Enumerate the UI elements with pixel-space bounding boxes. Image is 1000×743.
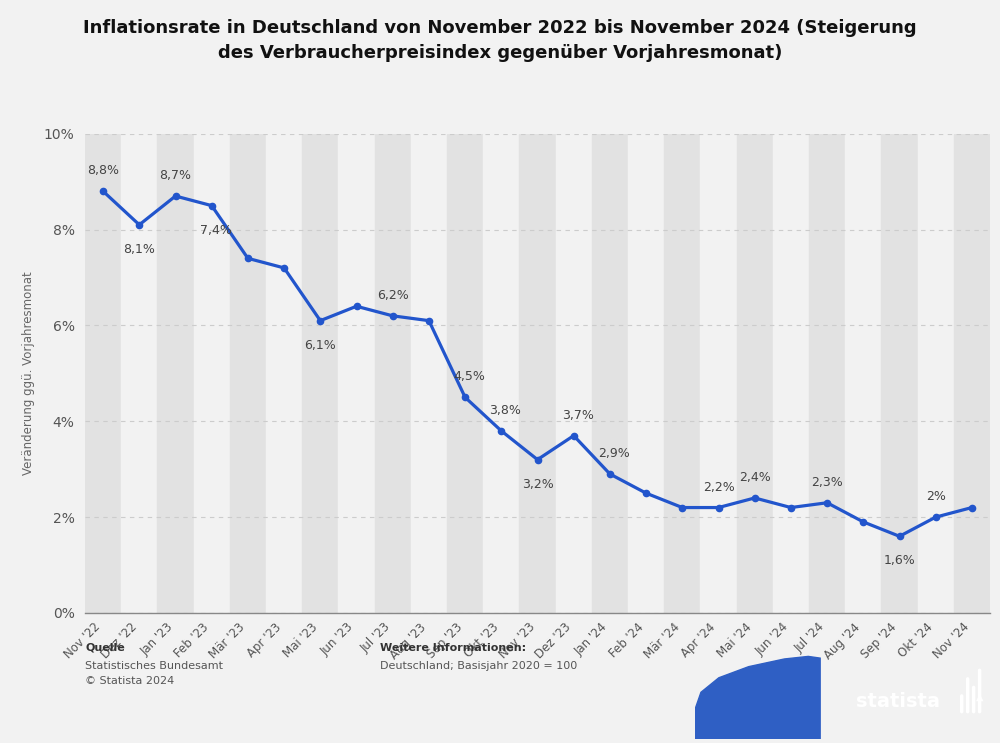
Bar bbox=[483, 134, 519, 613]
Text: Deutschland; Basisjahr 2020 = 100: Deutschland; Basisjahr 2020 = 100 bbox=[380, 661, 577, 671]
Bar bbox=[338, 134, 375, 613]
Text: Weitere Informationen:: Weitere Informationen: bbox=[380, 643, 526, 652]
Text: 2%: 2% bbox=[926, 490, 946, 503]
Bar bbox=[881, 134, 918, 613]
Bar bbox=[302, 134, 338, 613]
Bar bbox=[121, 134, 157, 613]
Text: 8,7%: 8,7% bbox=[160, 169, 192, 182]
Bar bbox=[773, 134, 809, 613]
Text: Quelle: Quelle bbox=[85, 643, 125, 652]
Bar bbox=[375, 134, 411, 613]
Bar bbox=[230, 134, 266, 613]
Text: 2,4%: 2,4% bbox=[739, 471, 771, 484]
Y-axis label: Veränderung ggü. Vorjahresmonat: Veränderung ggü. Vorjahresmonat bbox=[22, 271, 36, 476]
Bar bbox=[845, 134, 881, 613]
Text: 3,2%: 3,2% bbox=[522, 478, 553, 490]
Text: 6,1%: 6,1% bbox=[304, 339, 336, 351]
Text: 2,3%: 2,3% bbox=[811, 476, 843, 489]
Text: 3,7%: 3,7% bbox=[562, 409, 594, 422]
Text: 2,2%: 2,2% bbox=[703, 481, 734, 493]
Text: ▲: ▲ bbox=[976, 692, 983, 701]
Bar bbox=[556, 134, 592, 613]
Text: 2,9%: 2,9% bbox=[598, 447, 630, 460]
Bar bbox=[194, 134, 230, 613]
Bar bbox=[266, 134, 302, 613]
Text: 8,1%: 8,1% bbox=[123, 243, 155, 256]
Text: 1,6%: 1,6% bbox=[884, 554, 915, 568]
Bar bbox=[664, 134, 700, 613]
Text: 3,8%: 3,8% bbox=[490, 404, 521, 417]
Text: Inflationsrate in Deutschland von November 2022 bis November 2024 (Steigerung
de: Inflationsrate in Deutschland von Novemb… bbox=[83, 19, 917, 62]
Bar bbox=[809, 134, 845, 613]
Text: 7,4%: 7,4% bbox=[200, 224, 232, 237]
Bar bbox=[700, 134, 737, 613]
Text: Statistisches Bundesamt
© Statista 2024: Statistisches Bundesamt © Statista 2024 bbox=[85, 661, 223, 686]
Bar bbox=[157, 134, 194, 613]
Bar bbox=[954, 134, 990, 613]
Bar bbox=[411, 134, 447, 613]
Bar bbox=[85, 134, 121, 613]
Text: statista: statista bbox=[856, 692, 940, 711]
Text: 6,2%: 6,2% bbox=[377, 289, 409, 302]
Bar bbox=[519, 134, 556, 613]
Bar bbox=[918, 134, 954, 613]
Text: 8,8%: 8,8% bbox=[87, 164, 119, 178]
Polygon shape bbox=[695, 656, 820, 739]
Bar bbox=[628, 134, 664, 613]
Text: 4,5%: 4,5% bbox=[453, 371, 485, 383]
Bar bbox=[737, 134, 773, 613]
Bar bbox=[592, 134, 628, 613]
Bar bbox=[447, 134, 483, 613]
